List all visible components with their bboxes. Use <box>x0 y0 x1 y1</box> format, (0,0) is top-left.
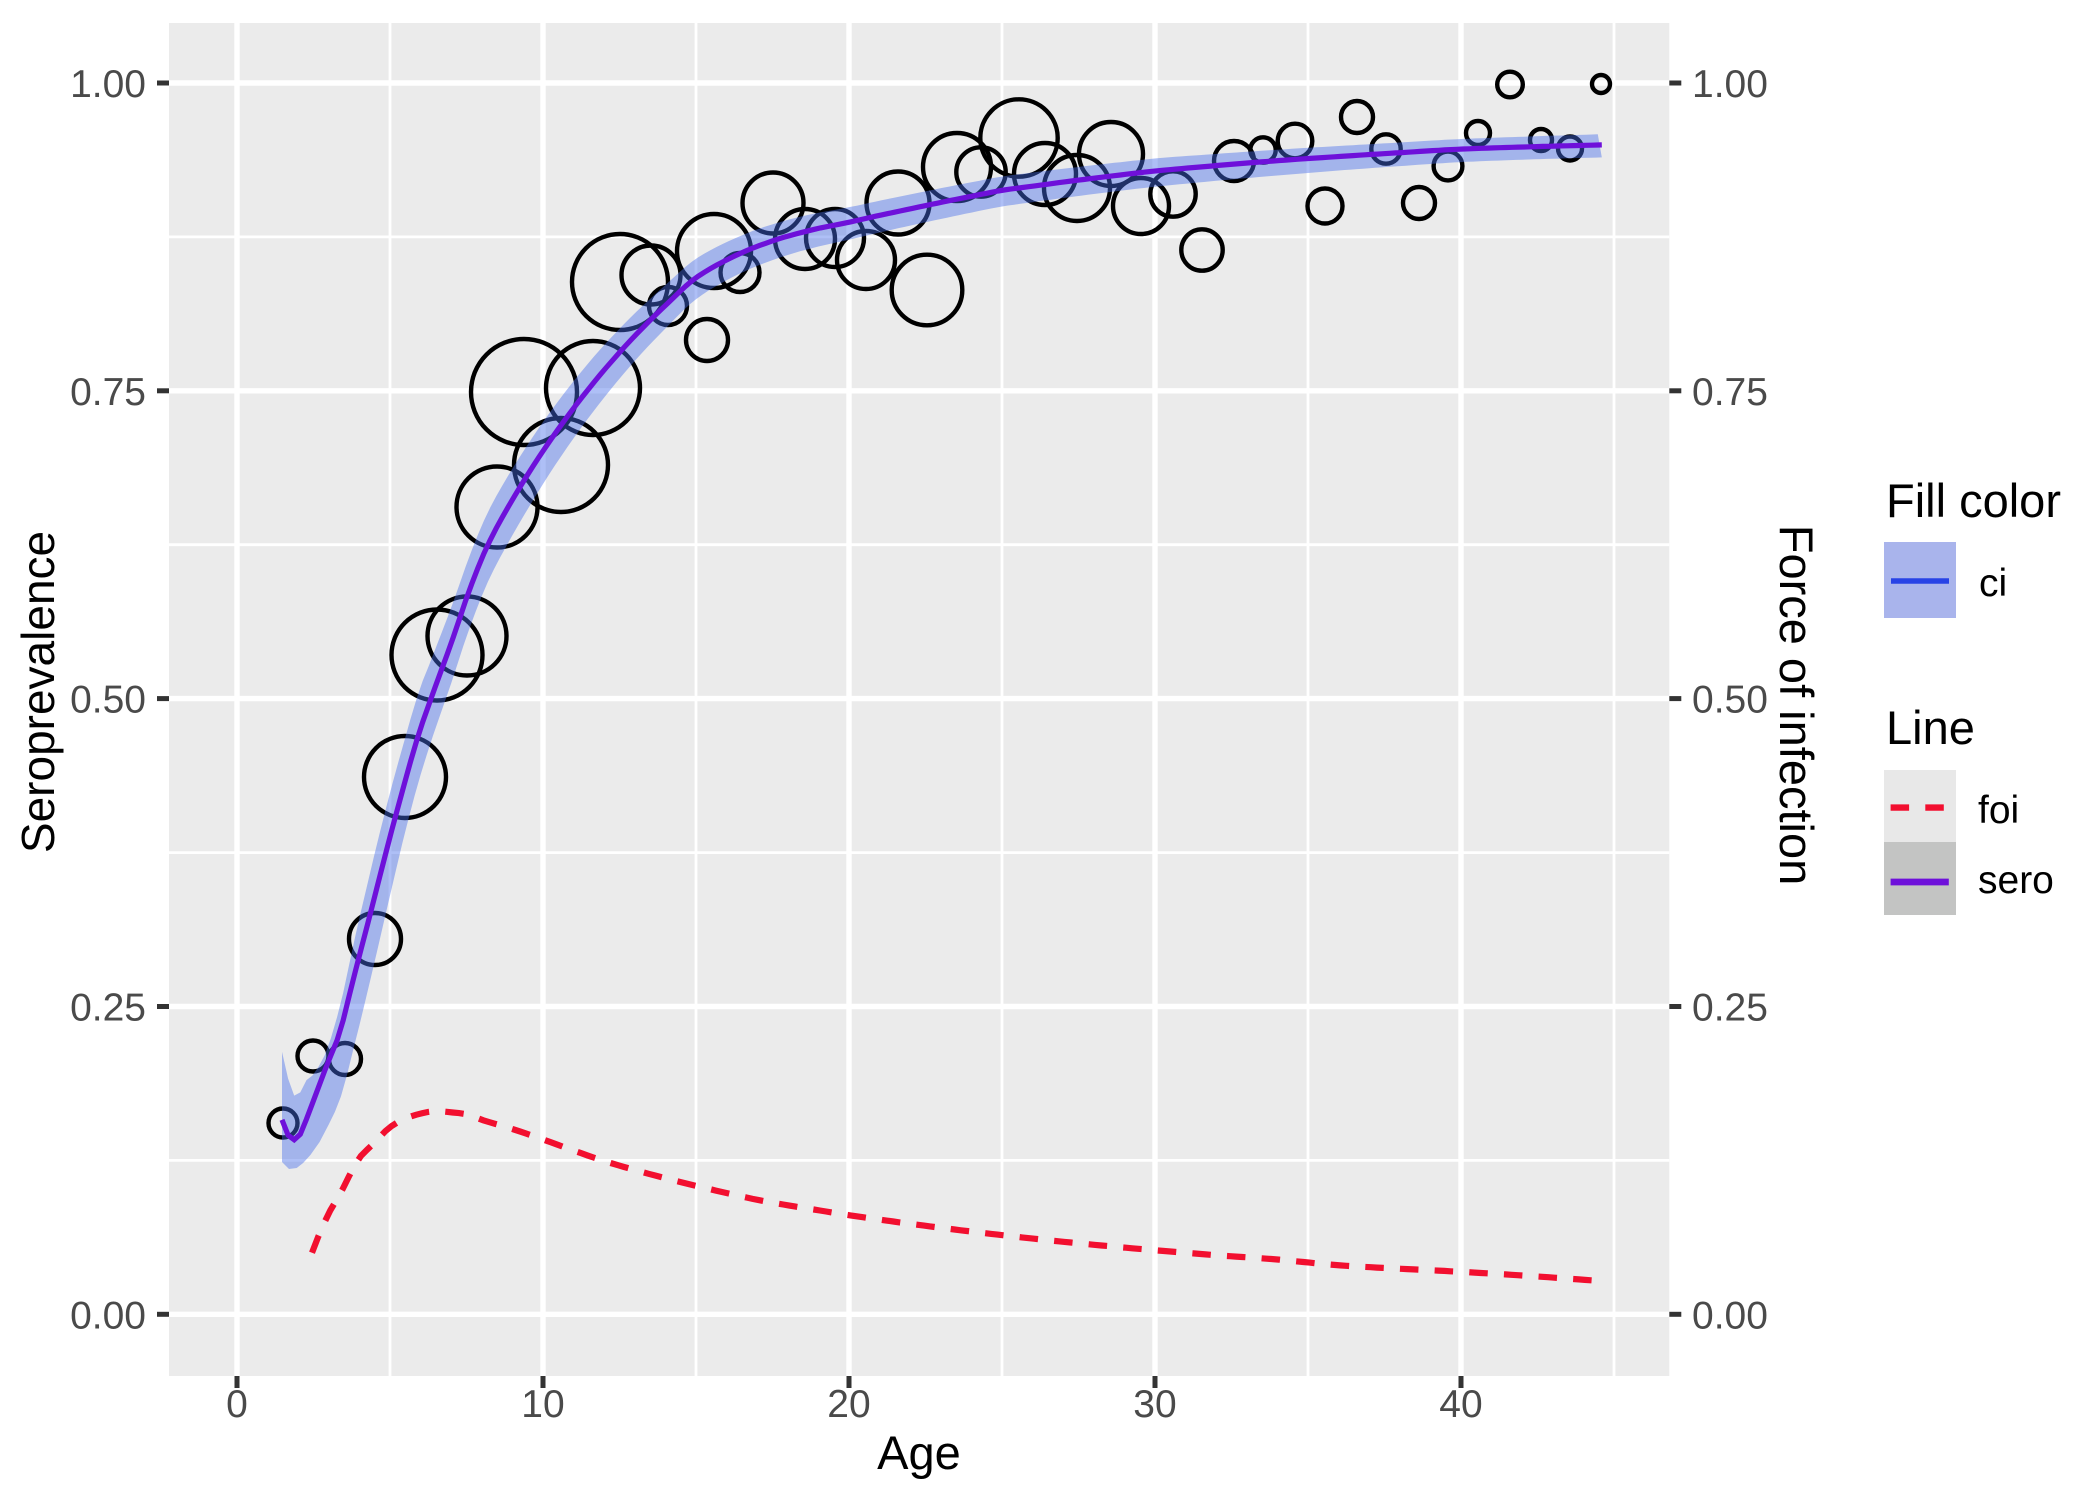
svg-text:Fill color: Fill color <box>1886 474 2061 527</box>
svg-text:foi: foi <box>1978 789 2019 832</box>
svg-text:0.00: 0.00 <box>70 1294 146 1337</box>
svg-text:1.00: 1.00 <box>70 63 146 106</box>
svg-text:ci: ci <box>1979 562 2007 605</box>
svg-text:0.25: 0.25 <box>1692 987 1768 1030</box>
svg-text:30: 30 <box>1133 1383 1176 1426</box>
svg-text:0.50: 0.50 <box>70 679 146 722</box>
svg-text:Force of infection: Force of infection <box>1770 525 1823 886</box>
svg-text:0: 0 <box>226 1383 248 1426</box>
svg-text:Age: Age <box>877 1426 961 1479</box>
svg-text:Line: Line <box>1886 701 1975 754</box>
svg-text:sero: sero <box>1978 859 2054 902</box>
svg-text:1.00: 1.00 <box>1692 63 1768 106</box>
svg-text:0.75: 0.75 <box>70 371 146 414</box>
svg-text:40: 40 <box>1439 1383 1482 1426</box>
svg-text:10: 10 <box>521 1383 564 1426</box>
svg-text:Seroprevalence: Seroprevalence <box>12 531 64 853</box>
svg-text:0.00: 0.00 <box>1692 1294 1768 1337</box>
svg-text:0.75: 0.75 <box>1692 371 1768 414</box>
svg-text:20: 20 <box>827 1383 870 1426</box>
svg-text:0.25: 0.25 <box>70 987 146 1030</box>
svg-text:0.50: 0.50 <box>1692 679 1768 722</box>
